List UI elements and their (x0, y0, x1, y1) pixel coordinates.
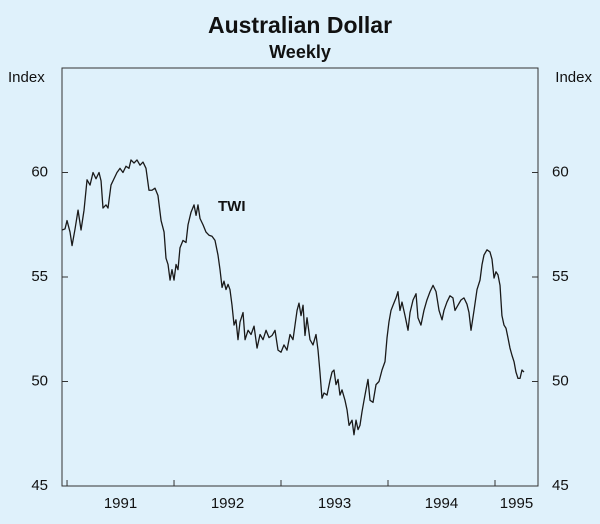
chart-subtitle: Weekly (269, 42, 331, 62)
y-tick-label: 50 (31, 372, 48, 389)
y-tick-label: 45 (31, 477, 48, 494)
y-axis-label: Index (8, 69, 45, 86)
y2-tick-label: 60 (552, 163, 569, 180)
x-tick-label: 1995 (500, 495, 533, 512)
y2-tick-label: 45 (552, 477, 569, 494)
x-tick-label: 1994 (425, 495, 458, 512)
x-tick-label: 1991 (104, 495, 137, 512)
x-tick-label: 1993 (318, 495, 351, 512)
x-tick-label: 1992 (211, 495, 244, 512)
annotation: TWI (218, 198, 246, 215)
y2-axis-label: Index (555, 69, 592, 86)
y-tick-label: 60 (31, 163, 48, 180)
chart-title: Australian Dollar (208, 12, 392, 38)
y2-tick-label: 55 (552, 268, 569, 285)
y-tick-label: 55 (31, 268, 48, 285)
line-series (61, 159, 525, 436)
y2-tick-label: 50 (552, 372, 569, 389)
